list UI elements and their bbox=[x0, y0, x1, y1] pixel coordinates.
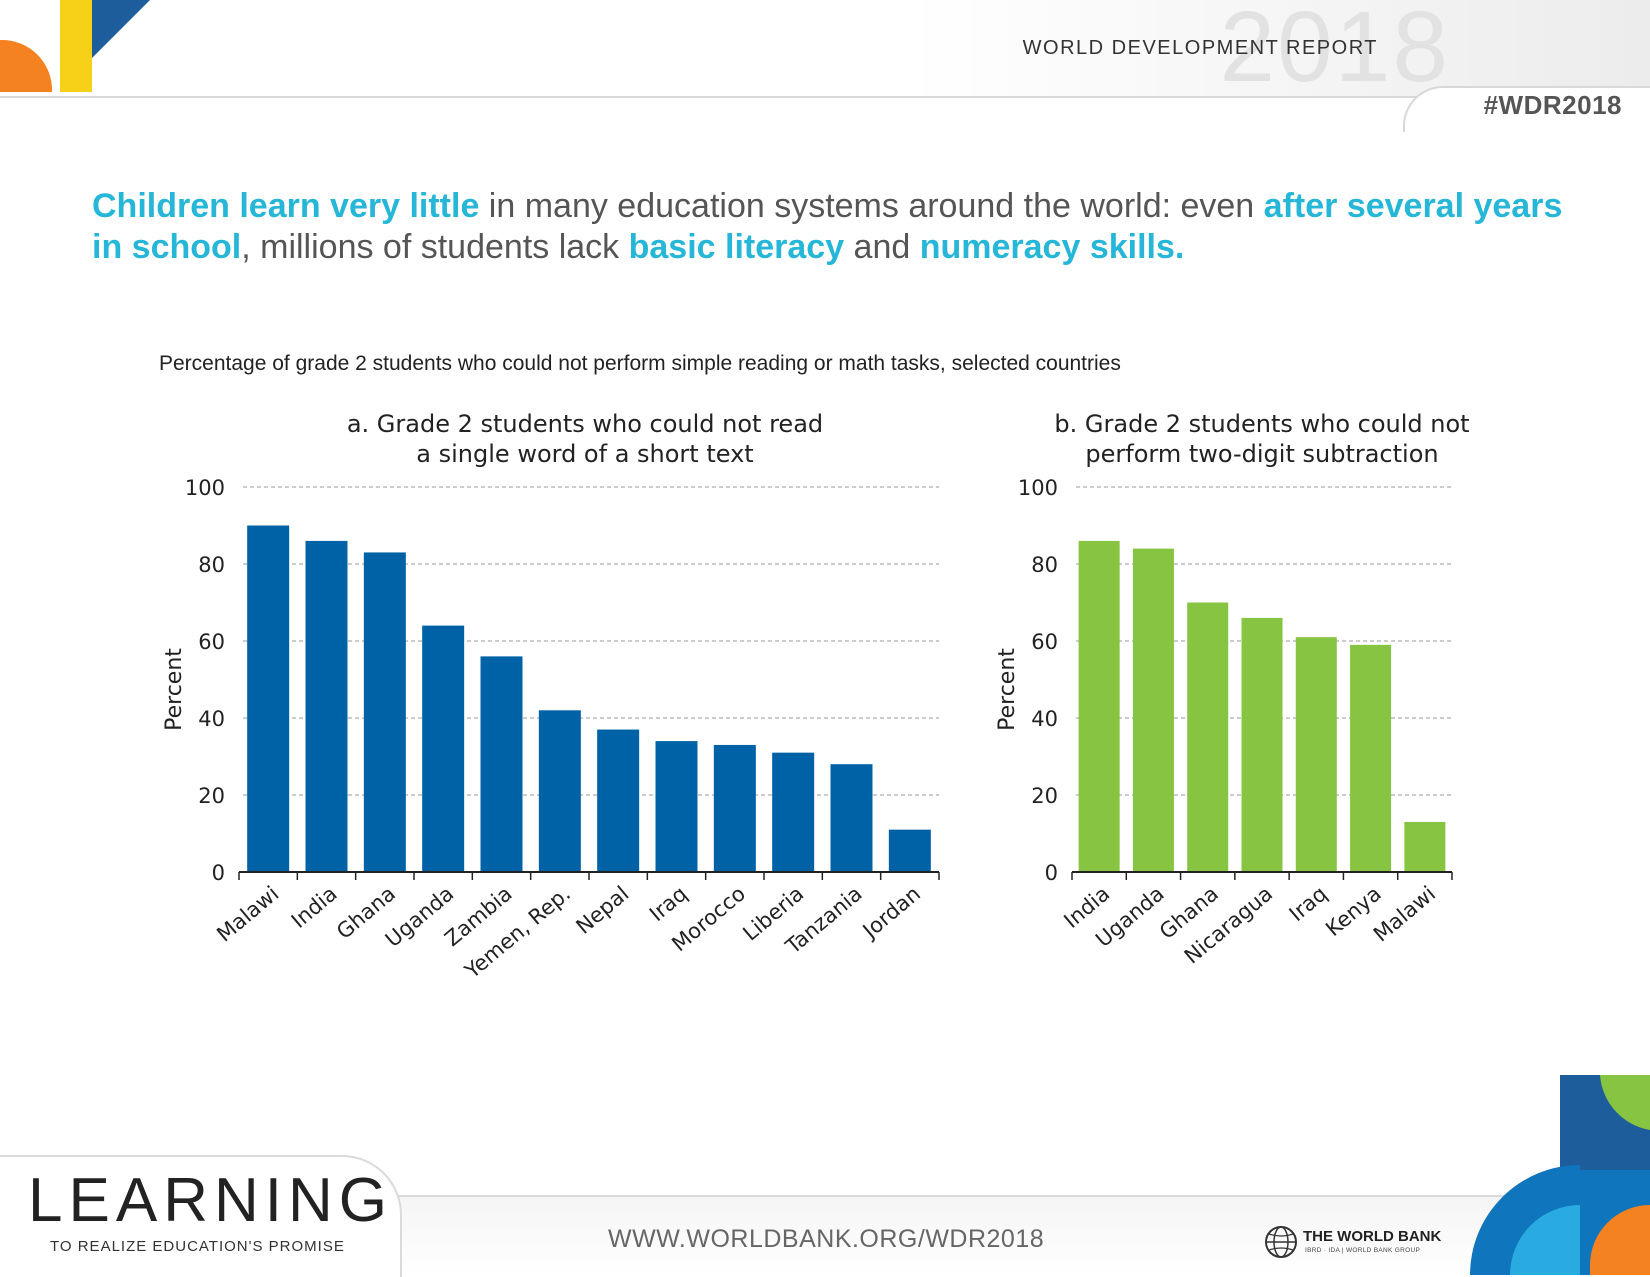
chart-b-bar bbox=[1078, 540, 1120, 872]
chart-b-y-axis-label: Percent bbox=[995, 648, 1020, 731]
chart-a-bar bbox=[422, 625, 465, 872]
chart-a-y-axis-label: Percent bbox=[162, 648, 187, 731]
corner-decoration bbox=[0, 0, 150, 92]
headline-text: , millions of students lack bbox=[241, 228, 629, 266]
chart-a-title-line2: a single word of a short text bbox=[416, 440, 753, 468]
chart-a-y-tick-label: 20 bbox=[198, 784, 225, 808]
chart-b-bar bbox=[1241, 617, 1283, 872]
headline-highlight: basic literacy bbox=[628, 228, 845, 266]
year-watermark: 2018 bbox=[1219, 0, 1450, 103]
hashtag: #WDR2018 bbox=[1483, 90, 1622, 120]
chart-a-y-tick-label: 100 bbox=[185, 476, 225, 500]
website-link[interactable]: WWW.WORLDBANK.ORG/WDR2018 bbox=[608, 1225, 1045, 1253]
charts-canvas: a. Grade 2 students who could not reada … bbox=[162, 410, 1470, 984]
headline-highlight: numeracy skills. bbox=[919, 228, 1185, 266]
chart-a-bar bbox=[830, 764, 873, 872]
chart-a-bar bbox=[713, 744, 756, 872]
chart-a-title-line1: a. Grade 2 students who could not read bbox=[347, 410, 823, 438]
chart-b-title-line1: b. Grade 2 students who could not bbox=[1054, 410, 1469, 438]
world-bank-globe-icon bbox=[1265, 1226, 1297, 1258]
chart-a-bar bbox=[772, 752, 815, 872]
hashtag-tab bbox=[1403, 86, 1650, 132]
chart-a-bar bbox=[538, 710, 581, 872]
brand-tagline: TO REALIZE EDUCATION'S PROMISE bbox=[50, 1238, 345, 1255]
chart-b-bar bbox=[1404, 821, 1446, 872]
chart-a-bar bbox=[480, 656, 523, 872]
headline-highlight: Children learn very little bbox=[92, 187, 480, 225]
chart-a-bar bbox=[363, 552, 406, 872]
chart-subtitle: Percentage of grade 2 students who could… bbox=[159, 352, 1121, 375]
headline: Children learn very little in many educa… bbox=[92, 186, 1572, 268]
chart-a: a. Grade 2 students who could not reada … bbox=[162, 410, 940, 984]
headline-highlight: after several years in school bbox=[92, 187, 1563, 266]
headline-text: and bbox=[844, 228, 920, 266]
chart-a-category-label: Malawi bbox=[212, 881, 283, 946]
chart-b-category-label: Malawi bbox=[1369, 881, 1440, 946]
chart-b-y-tick-label: 80 bbox=[1031, 553, 1058, 577]
chart-a-bar bbox=[305, 540, 348, 872]
chart-b: b. Grade 2 students who could notperform… bbox=[995, 410, 1470, 969]
header-band bbox=[0, 0, 1650, 98]
chart-b-y-tick-label: 60 bbox=[1031, 630, 1058, 654]
chart-b-y-tick-label: 0 bbox=[1045, 861, 1058, 885]
chart-a-y-tick-label: 60 bbox=[198, 630, 225, 654]
headline-text: in many education systems around the wor… bbox=[479, 187, 1264, 225]
chart-b-y-tick-label: 40 bbox=[1031, 707, 1058, 731]
chart-a-category-label: Nepal bbox=[571, 881, 633, 938]
chart-a-y-tick-label: 40 bbox=[198, 707, 225, 731]
world-bank-subtitle: IBRD · IDA | WORLD BANK GROUP bbox=[1305, 1247, 1421, 1254]
footer-corner-decoration bbox=[1470, 1075, 1650, 1275]
world-bank-name: THE WORLD BANK bbox=[1303, 1228, 1442, 1245]
chart-a-category-label: Iraq bbox=[645, 881, 692, 926]
chart-b-title-line2: perform two-digit subtraction bbox=[1085, 440, 1438, 468]
chart-b-bar bbox=[1350, 644, 1392, 872]
brand-learning: LEARNING bbox=[28, 1166, 393, 1235]
chart-b-bar bbox=[1132, 548, 1174, 872]
chart-a-bar bbox=[655, 741, 698, 872]
chart-a-bar bbox=[597, 729, 640, 872]
chart-b-y-tick-label: 20 bbox=[1031, 784, 1058, 808]
chart-b-y-tick-label: 100 bbox=[1018, 476, 1058, 500]
footer-tab bbox=[0, 1155, 402, 1277]
chart-a-y-tick-label: 0 bbox=[212, 861, 225, 885]
chart-a-category-label: Jordan bbox=[857, 881, 925, 944]
report-title: WORLD DEVELOPMENT REPORT bbox=[1022, 37, 1378, 59]
chart-b-bar bbox=[1295, 637, 1337, 872]
chart-a-bar bbox=[247, 525, 290, 872]
chart-b-bar bbox=[1187, 602, 1229, 872]
chart-a-y-tick-label: 80 bbox=[198, 553, 225, 577]
chart-a-bar bbox=[888, 829, 931, 872]
